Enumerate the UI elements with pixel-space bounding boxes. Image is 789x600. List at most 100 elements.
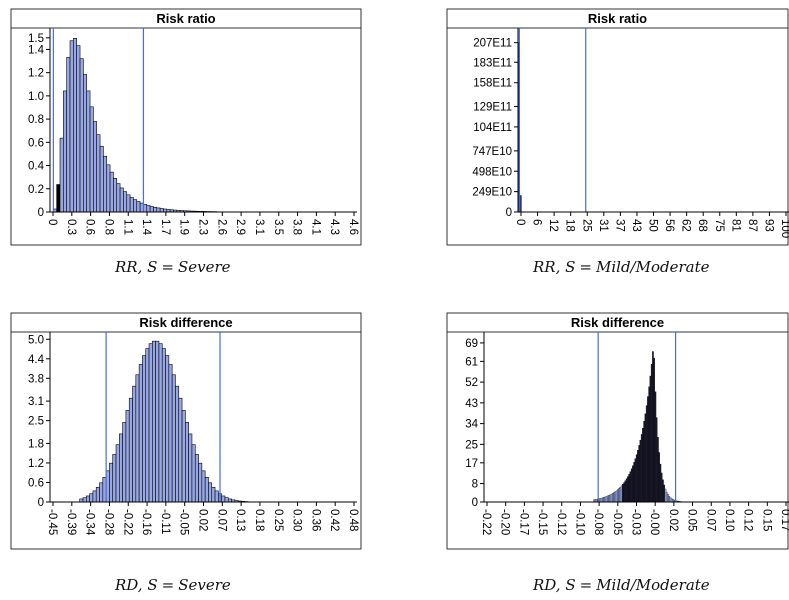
x-tick-label: -0.28: [102, 509, 114, 535]
x-tick-label: 1.7: [159, 219, 171, 235]
caption-rd-mild-moderate: RD, S = Mild/Moderate: [533, 576, 710, 594]
bar: [165, 355, 170, 503]
y-tick-label: 8: [472, 479, 478, 491]
y-tick-label: 52: [465, 377, 478, 389]
y-tick-label: 17: [465, 458, 478, 470]
y-tick-label: 207E11: [473, 38, 512, 50]
bar: [655, 417, 658, 503]
x-tick-label: -0.00: [648, 509, 660, 535]
x-tick-label: 3.8: [291, 219, 303, 235]
x-tick-label: 4.1: [309, 219, 321, 235]
bar: [635, 454, 638, 503]
bar: [224, 497, 229, 503]
bar: [178, 397, 183, 503]
x-tick-label: -0.17: [517, 509, 529, 535]
bar: [617, 489, 619, 503]
chart-title-bar: [446, 8, 789, 29]
y-tick-label: 4.4: [28, 354, 45, 366]
bar: [612, 493, 614, 503]
bar: [153, 206, 158, 213]
bar: [146, 205, 151, 213]
x-tick-label: 0.18: [253, 509, 265, 531]
y-tick-label: 183E11: [473, 57, 512, 69]
x-tick-label: -0.34: [84, 509, 96, 536]
y-tick-label: 104E11: [473, 122, 512, 134]
bar: [109, 171, 114, 213]
bar: [112, 454, 117, 503]
y-tick-label: 61: [465, 356, 478, 368]
bar: [622, 484, 624, 503]
y-tick-label: 25: [465, 439, 478, 451]
chart-title-bar: [10, 8, 362, 29]
caption-rd-severe: RD, S = Severe: [115, 576, 231, 594]
x-tick-label: 87: [746, 219, 758, 232]
bar: [109, 462, 114, 503]
bar: [648, 386, 650, 503]
x-tick-label: 3.1: [253, 219, 265, 235]
bar: [647, 396, 649, 503]
bar: [660, 472, 663, 503]
bar: [657, 437, 659, 503]
bar: [93, 121, 98, 213]
bar: [194, 454, 199, 503]
x-tick-label: 31: [597, 219, 609, 232]
y-tick-label: 1.8: [28, 438, 44, 450]
bar: [649, 375, 652, 503]
bar: [133, 199, 138, 213]
x-tick-label: 0.07: [704, 509, 716, 531]
bar: [86, 495, 90, 503]
chart-rd-severe: Risk difference 0 0.6 1.2 1.8 2.5 3.1 3.8 4.4 5.0…: [10, 312, 362, 550]
bar: [599, 498, 602, 503]
bar: [83, 74, 88, 213]
x-tick-label: 1.4: [140, 219, 152, 236]
bar: [627, 476, 629, 503]
bar: [129, 197, 134, 213]
bar: [86, 90, 91, 213]
x-tick-label: 0.30: [291, 509, 303, 531]
y-tick-label: 1.4: [28, 44, 45, 56]
y-tick-label: 0: [506, 207, 512, 219]
bar: [149, 206, 154, 213]
bar: [634, 458, 637, 503]
y-tick-label: 34: [465, 419, 478, 431]
bar: [148, 343, 153, 503]
bar: [620, 485, 623, 503]
y-tick-label: 1.2: [28, 68, 44, 80]
x-tick-label: 0.05: [686, 509, 698, 531]
bar: [662, 479, 664, 503]
bar: [628, 474, 630, 503]
bar: [619, 486, 622, 503]
bar: [204, 477, 209, 503]
x-tick-label: 75: [713, 219, 725, 232]
bar: [665, 491, 668, 503]
x-tick-label: -0.12: [555, 509, 567, 535]
bar: [89, 106, 94, 213]
x-tick-label: 0.36: [309, 509, 321, 531]
x-tick-label: 68: [696, 219, 708, 232]
bar: [623, 482, 625, 503]
x-tick-label: 37: [613, 219, 625, 232]
bar: [79, 58, 84, 213]
x-tick-label: 0.02: [197, 509, 209, 531]
y-tick-label: 0: [38, 207, 44, 219]
x-tick-label: 0.17: [779, 509, 789, 531]
bar: [168, 364, 173, 503]
y-tick-label: 0.6: [28, 477, 44, 489]
x-tick-label: -0.22: [121, 509, 133, 535]
x-tick-label: -0.16: [140, 509, 152, 535]
bar: [142, 355, 147, 503]
bar: [629, 471, 632, 503]
bar: [658, 452, 660, 503]
bar: [59, 137, 64, 213]
bar: [99, 482, 104, 503]
bar: [625, 478, 628, 503]
bar: [663, 484, 665, 503]
bar: [201, 470, 206, 503]
x-tick-label: 0.12: [742, 509, 754, 531]
x-tick-label: 6: [531, 219, 543, 225]
x-tick-label: 50: [647, 219, 659, 232]
y-tick-label: 158E11: [473, 78, 512, 90]
x-tick-label: 0.25: [272, 509, 284, 531]
x-tick-label: 3.5: [272, 219, 284, 235]
bar: [632, 465, 634, 503]
